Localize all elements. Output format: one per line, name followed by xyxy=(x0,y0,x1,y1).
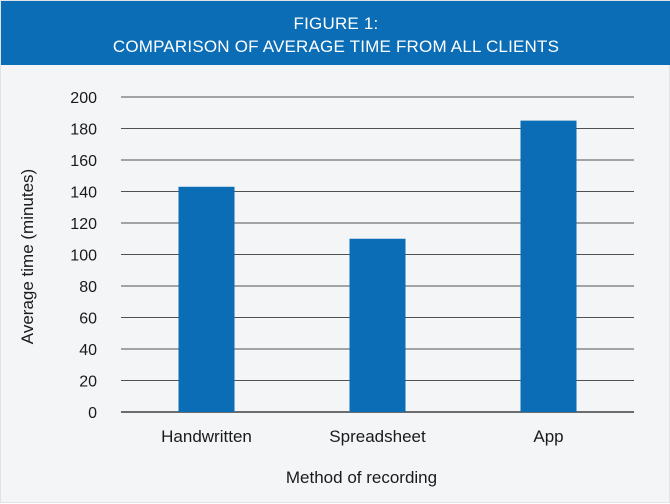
y-tick-label: 0 xyxy=(88,405,97,422)
y-tick-label: 40 xyxy=(79,342,97,359)
y-tick-label: 80 xyxy=(79,279,97,296)
figure-title: COMPARISON OF AVERAGE TIME FROM ALL CLIE… xyxy=(112,37,560,56)
y-tick-label: 100 xyxy=(70,248,97,265)
y-tick-label: 20 xyxy=(79,374,97,391)
y-tick-label: 140 xyxy=(70,185,97,202)
y-axis-ticks: 0 20 40 60 80 100 120 140 160 180 200 xyxy=(70,90,97,422)
bar-spreadsheet xyxy=(349,238,406,412)
bar-app xyxy=(520,120,577,412)
y-tick-label: 60 xyxy=(79,311,97,328)
x-tick-label: App xyxy=(533,427,563,446)
y-axis-label: Average time (minutes) xyxy=(18,169,37,344)
y-tick-label: 160 xyxy=(70,153,97,170)
bar-handwritten xyxy=(178,186,235,412)
x-axis-categories: Handwritten Spreadsheet App xyxy=(161,427,563,446)
y-tick-label: 200 xyxy=(70,90,97,107)
x-axis-label: Method of recording xyxy=(286,468,437,487)
bars xyxy=(178,120,577,412)
figure-number: FIGURE 1: xyxy=(293,14,379,33)
x-tick-label: Spreadsheet xyxy=(329,427,426,446)
x-tick-label: Handwritten xyxy=(161,427,252,446)
y-tick-label: 120 xyxy=(70,216,97,233)
y-tick-label: 180 xyxy=(70,122,97,139)
figure-header: FIGURE 1: COMPARISON OF AVERAGE TIME FRO… xyxy=(1,1,670,65)
